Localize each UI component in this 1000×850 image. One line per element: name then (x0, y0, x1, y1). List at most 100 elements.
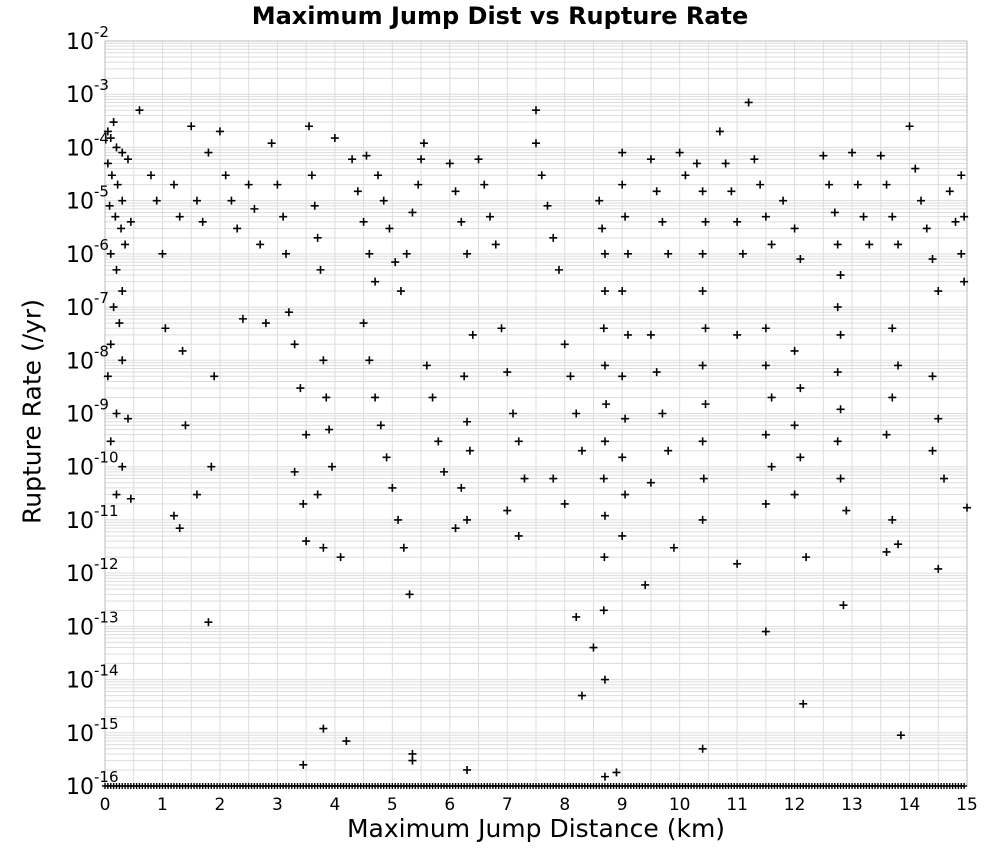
data-point (733, 330, 742, 339)
data-point (911, 164, 920, 173)
y-tick-label: 10-3 (66, 76, 109, 108)
data-point (106, 340, 115, 349)
data-point (618, 180, 627, 189)
data-point (396, 287, 405, 296)
data-point (675, 148, 684, 157)
x-tick-label: 1 (157, 795, 168, 815)
data-point (327, 462, 336, 471)
data-point (750, 155, 759, 164)
data-point (135, 106, 144, 115)
data-point (198, 217, 207, 226)
data-point (146, 171, 155, 180)
data-point (940, 474, 949, 483)
data-point (385, 224, 394, 233)
data-point (560, 499, 569, 508)
data-point (405, 590, 414, 599)
x-tick-label: 2 (215, 795, 226, 815)
data-point (408, 749, 417, 758)
data-point (192, 490, 201, 499)
data-point (646, 330, 655, 339)
data-point (307, 171, 316, 180)
data-point (602, 400, 611, 409)
data-point (554, 265, 563, 274)
data-point (699, 474, 708, 483)
y-tick-label: 10-9 (66, 396, 109, 428)
data-point (727, 187, 736, 196)
data-point (652, 368, 661, 377)
data-point (669, 543, 678, 552)
data-point (457, 217, 466, 226)
x-tick-label: 3 (272, 795, 283, 815)
data-point (514, 531, 523, 540)
data-point (112, 409, 121, 418)
data-point (178, 346, 187, 355)
data-point (106, 249, 115, 258)
data-point (652, 187, 661, 196)
data-point (313, 233, 322, 242)
data-point (118, 462, 127, 471)
data-point (572, 612, 581, 621)
data-point (790, 346, 799, 355)
data-point (302, 537, 311, 546)
data-point (520, 474, 529, 483)
data-point (549, 233, 558, 242)
data-point (928, 446, 937, 455)
data-point (767, 462, 776, 471)
data-point (882, 180, 891, 189)
data-point (379, 196, 388, 205)
data-point (894, 240, 903, 249)
data-point (701, 217, 710, 226)
data-point (790, 224, 799, 233)
data-point (761, 212, 770, 221)
x-tick-label: 11 (726, 795, 748, 815)
data-point (756, 180, 765, 189)
data-point (365, 356, 374, 365)
data-point (865, 240, 874, 249)
data-point (599, 474, 608, 483)
x-tick-label: 13 (841, 795, 863, 815)
data-point (319, 724, 328, 733)
data-point (641, 580, 650, 589)
data-point (934, 564, 943, 573)
data-point (123, 155, 132, 164)
y-tick-label: 10-15 (66, 715, 119, 747)
data-point (692, 159, 701, 168)
data-point (419, 139, 428, 148)
data-point (621, 212, 630, 221)
data-point (227, 196, 236, 205)
data-point (833, 303, 842, 312)
x-tick-label: 5 (387, 795, 398, 815)
data-point (623, 330, 632, 339)
data-point (111, 212, 120, 221)
data-point (761, 324, 770, 333)
data-point (618, 148, 627, 157)
y-tick-label: 10-16 (66, 768, 119, 800)
data-point (117, 224, 126, 233)
data-point (451, 524, 460, 533)
y-tick-label: 10-4 (66, 129, 109, 161)
data-point (543, 201, 552, 210)
data-point (621, 490, 630, 499)
x-tick-label: 9 (617, 795, 628, 815)
data-point (192, 196, 201, 205)
data-point (391, 258, 400, 267)
data-point (302, 430, 311, 439)
data-point (701, 400, 710, 409)
data-point (612, 768, 621, 777)
data-point (322, 393, 331, 402)
data-points (103, 98, 971, 781)
data-point (319, 543, 328, 552)
data-point (701, 324, 710, 333)
data-point (761, 499, 770, 508)
data-point (118, 287, 127, 296)
data-point (882, 547, 891, 556)
data-point (566, 372, 575, 381)
data-point (698, 515, 707, 524)
data-point (839, 601, 848, 610)
data-point (618, 453, 627, 462)
data-point (836, 271, 845, 280)
data-point (796, 453, 805, 462)
data-point (761, 627, 770, 636)
data-point (181, 421, 190, 430)
data-point (618, 372, 627, 381)
